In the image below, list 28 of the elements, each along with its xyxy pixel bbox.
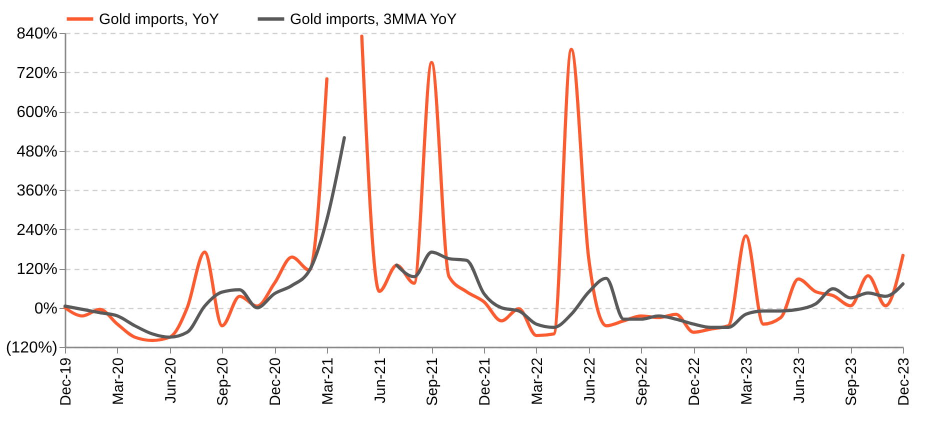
x-tick-label: Sep-22 [634,358,651,406]
y-tick-label: 600% [16,104,58,121]
y-tick-label: 240% [16,222,58,239]
y-tick-label: 360% [16,182,58,200]
x-tick-label: Dec-22 [686,358,703,406]
y-tick-label: 120% [16,261,58,278]
x-tick-label: Sep-20 [214,358,232,406]
x-tick-label: Mar-20 [110,358,127,406]
x-tick-label: Sep-21 [424,358,442,406]
x-tick-label: Jun-21 [372,358,389,404]
x-tick-label: Jun-20 [162,358,180,404]
x-tick-label: Mar-21 [319,358,336,406]
x-tick-label: Sep-23 [843,358,860,406]
y-tick-label: 0% [34,300,58,318]
x-tick-label: Mar-23 [738,358,756,406]
x-tick-label: Dec-19 [58,358,74,406]
legend-label: Gold imports, YoY [99,11,220,28]
y-tick-label: 480% [16,143,58,160]
x-tick-label: Dec-23 [896,358,912,406]
x-tick-label: Dec-20 [267,358,284,406]
legend-label: Gold imports, 3MMA YoY [290,11,457,28]
y-tick-label: (120%) [6,340,58,356]
x-tick-label: Mar-22 [528,358,546,406]
y-tick-label: 720% [16,64,58,82]
y-tick-label: 840% [16,26,58,42]
x-tick-label: Jun-23 [790,358,808,404]
x-tick-label: Dec-21 [476,358,494,406]
x-tick-label: Jun-22 [581,358,598,404]
